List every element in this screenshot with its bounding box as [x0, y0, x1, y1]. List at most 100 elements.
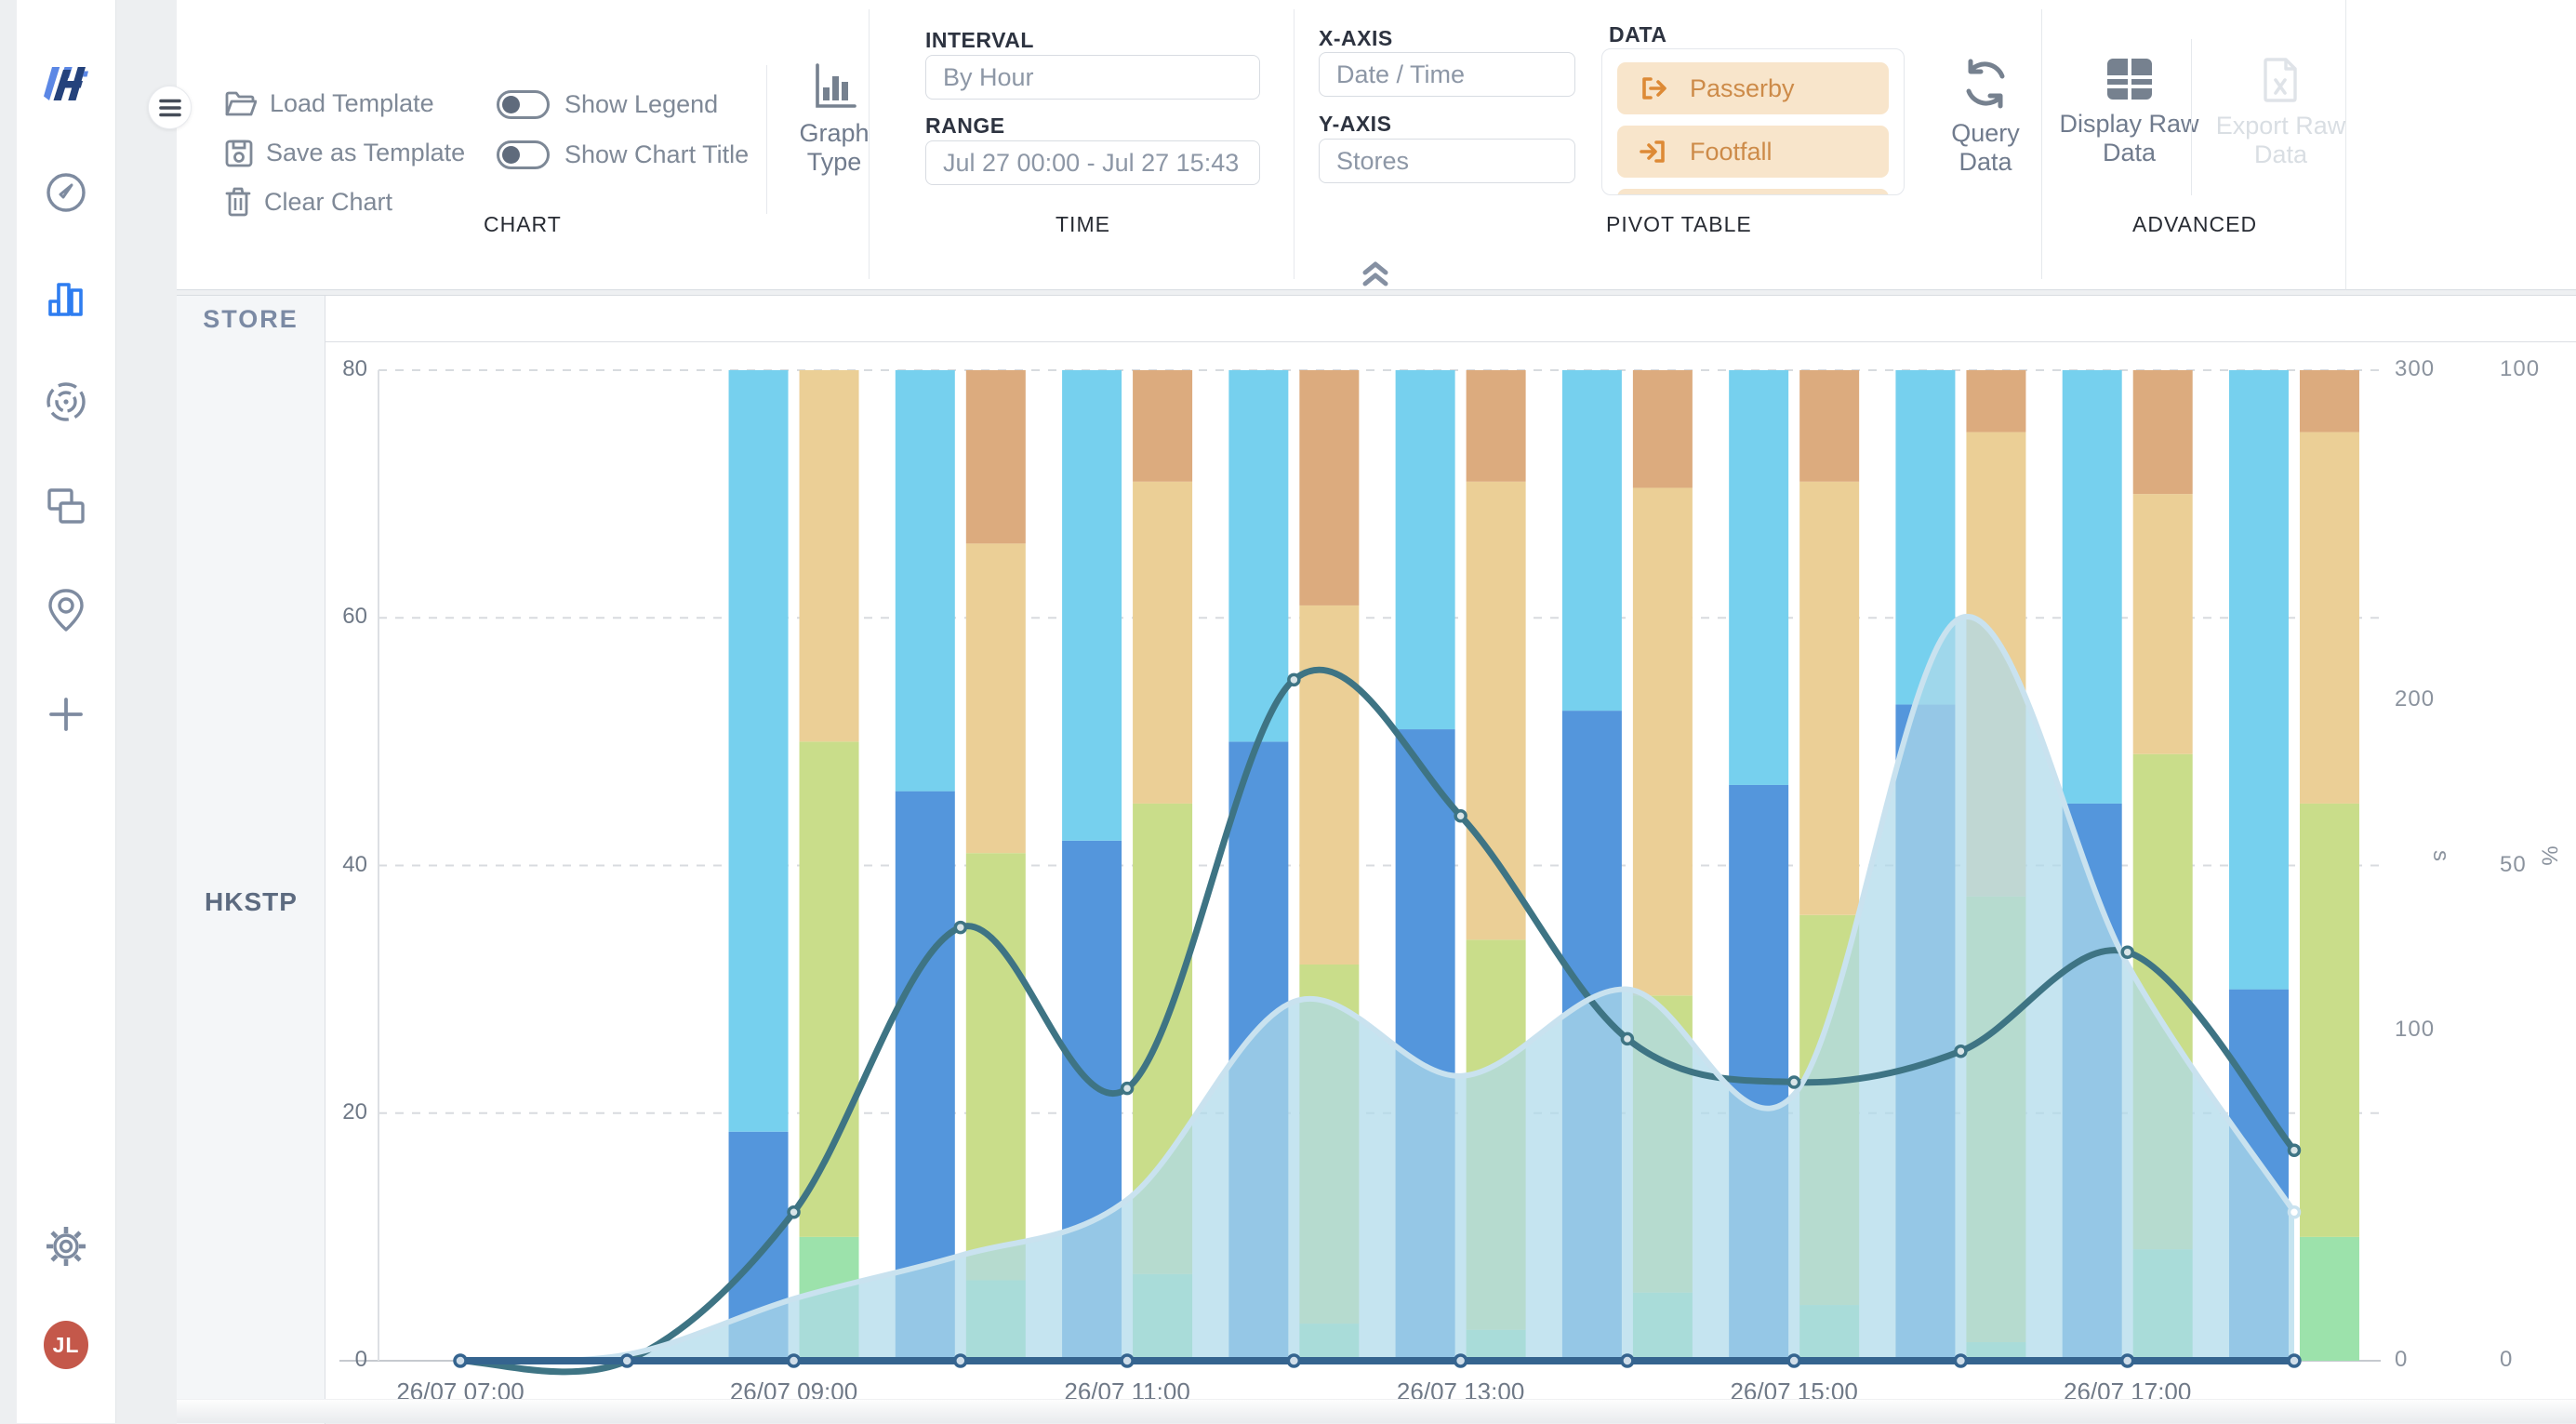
- map-pin-icon: [48, 589, 84, 632]
- query-data-label: Query Data: [1951, 119, 2020, 177]
- y-axis-label: Y-AXIS: [1319, 112, 1392, 136]
- layers-icon: [47, 488, 85, 524]
- interval-value: By Hour: [943, 62, 1034, 91]
- display-raw-data-button[interactable]: Display Raw Data: [2057, 58, 2201, 167]
- divider: [2041, 9, 2042, 279]
- gear-icon: [46, 1227, 86, 1266]
- app-logo[interactable]: [44, 61, 88, 106]
- show-legend-label: Show Legend: [564, 90, 719, 118]
- data-chip-footfall[interactable]: Footfall: [1617, 126, 1889, 178]
- seconds-axis-tick: 100: [2395, 1017, 2436, 1042]
- chip-label: Passerby: [1690, 73, 1795, 102]
- y-axis-tick: 0: [354, 1347, 367, 1372]
- sidebar-item-locations[interactable]: [44, 588, 88, 632]
- sidebar-item-add[interactable]: [44, 692, 88, 737]
- y-axis-field[interactable]: Stores: [1319, 139, 1575, 183]
- divider: [1294, 9, 1295, 279]
- interval-field[interactable]: By Hour: [925, 55, 1260, 100]
- save-template-label: Save as Template: [266, 139, 466, 166]
- desktop-wallpaper-edge: [0, 0, 17, 1423]
- data-chip-passerby[interactable]: Passerby: [1617, 62, 1889, 114]
- range-field[interactable]: Jul 27 00:00 - Jul 27 15:43: [925, 140, 1260, 185]
- sidebar-item-radar[interactable]: [44, 379, 88, 424]
- seconds-axis-tick: 200: [2395, 686, 2436, 712]
- sign-out-icon: [1642, 77, 1666, 100]
- interval-label: INTERVAL: [925, 28, 1034, 52]
- refresh-icon: [1966, 59, 2005, 109]
- y-axis-tick: 60: [342, 604, 367, 630]
- x-axis-value: Date / Time: [1336, 60, 1466, 88]
- graph-type-label: Graph Type: [799, 119, 870, 177]
- collapse-toolbar-button[interactable]: [1360, 260, 1391, 288]
- store-column-header: STORE: [177, 296, 325, 342]
- percent-axis-tick: 50: [2500, 851, 2527, 877]
- trash-icon: [225, 187, 251, 217]
- percent-axis-tick: 100: [2500, 356, 2541, 381]
- save-icon: [225, 140, 253, 166]
- data-label: DATA: [1609, 22, 1667, 47]
- sidebar-item-layers[interactable]: [44, 485, 88, 529]
- export-raw-data-label: Export Raw Data: [2215, 112, 2346, 169]
- data-chip-partial[interactable]: [1617, 189, 1889, 194]
- user-avatar[interactable]: JL: [44, 1321, 88, 1369]
- seconds-axis-tick: 300: [2395, 356, 2436, 381]
- graph-type-icon: [816, 63, 856, 108]
- show-chart-title-toggle[interactable]: Show Chart Title: [497, 140, 749, 169]
- show-chart-title-label: Show Chart Title: [564, 140, 750, 168]
- logo-icon: [44, 67, 88, 100]
- y-axis-value: Stores: [1336, 146, 1410, 175]
- toolbar: Load Template Save as Template Clear Cha…: [177, 0, 2346, 290]
- data-chip-list: Passerby Footfall: [1601, 48, 1905, 195]
- seconds-axis-tick: 0: [2395, 1347, 2409, 1372]
- percent-axis-tick: 0: [2500, 1347, 2514, 1372]
- excel-file-icon: [2263, 58, 2297, 102]
- save-template-button[interactable]: Save as Template: [225, 139, 465, 167]
- radar-icon: [46, 382, 86, 421]
- graph-type-button[interactable]: Graph Type: [774, 61, 895, 177]
- toolbar-spacer: [2346, 0, 2576, 290]
- toggle-pill-off: [497, 90, 550, 119]
- folder-open-icon: [225, 91, 257, 115]
- divider: [2191, 39, 2192, 195]
- range-label: RANGE: [925, 113, 1005, 138]
- x-axis-label: X-AXIS: [1319, 26, 1393, 50]
- panel-bottom-fade: [177, 1399, 2576, 1423]
- chart-section-label: CHART: [484, 212, 562, 236]
- load-template-label: Load Template: [270, 89, 434, 117]
- clear-chart-button[interactable]: Clear Chart: [225, 187, 392, 217]
- toolbar-panel-gap: [177, 291, 2576, 295]
- avatar-initials: JL: [44, 1321, 88, 1369]
- seconds-axis-unit: s: [2428, 850, 2453, 861]
- x-axis-field[interactable]: Date / Time: [1319, 52, 1575, 97]
- pivot-section-label: PIVOT TABLE: [1606, 212, 1752, 236]
- sidebar-item-charts-active[interactable]: [44, 275, 88, 320]
- chevron-double-up-icon: [1362, 261, 1388, 286]
- time-section-label: TIME: [1056, 212, 1110, 236]
- y-axis-tick: 40: [342, 851, 367, 877]
- store-column: HKSTP: [177, 342, 325, 1424]
- menu-toggle-button[interactable]: [148, 86, 192, 129]
- export-raw-data-button[interactable]: Export Raw Data: [2209, 58, 2353, 169]
- percent-axis-unit: %: [2536, 845, 2562, 866]
- chart-plot[interactable]: [339, 369, 2381, 1376]
- show-legend-toggle[interactable]: Show Legend: [497, 90, 718, 119]
- plus-icon: [49, 698, 83, 731]
- query-data-button[interactable]: Query Data: [1925, 58, 2046, 177]
- chart-panel: STORE HKSTP 0 20 40 60 80 26/07 07:00 26/07 0…: [177, 295, 2576, 1424]
- hamburger-icon: [158, 99, 181, 116]
- advanced-section-label: ADVANCED: [2132, 212, 2258, 236]
- table-icon: [2106, 59, 2152, 100]
- clear-chart-label: Clear Chart: [264, 187, 393, 216]
- toggle-pill-off: [497, 140, 550, 169]
- store-row-label: HKSTP: [205, 887, 298, 916]
- sidebar-item-dashboard[interactable]: [44, 170, 88, 215]
- bar-chart-icon: [48, 283, 83, 316]
- sidebar-item-settings[interactable]: [44, 1224, 88, 1269]
- sign-in-icon: [1640, 140, 1665, 163]
- gauge-icon: [46, 173, 86, 212]
- display-raw-data-label: Display Raw Data: [2059, 110, 2199, 167]
- sidebar: JL: [17, 0, 116, 1423]
- y-axis-tick: 80: [342, 356, 367, 381]
- load-template-button[interactable]: Load Template: [225, 89, 434, 118]
- pivot-header-row: STORE: [177, 296, 2576, 342]
